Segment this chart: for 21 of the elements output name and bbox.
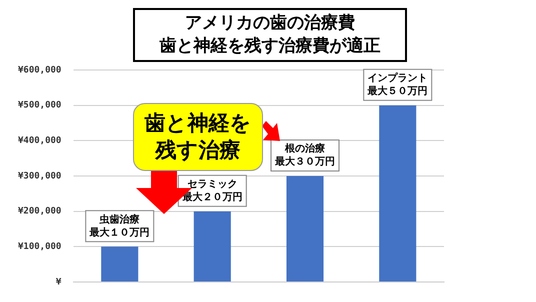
data-label: 最大３０万円: [274, 156, 336, 168]
bar: [379, 105, 416, 282]
x-tick-label: セラミック: [187, 178, 238, 190]
y-tick-label: ¥600,000: [18, 65, 62, 76]
annotation: 歯と神経を残す治療: [133, 103, 263, 171]
y-tick-label: ¥500,000: [18, 100, 62, 111]
chart-subtitle: 歯と神経を残す治療費が適正: [158, 35, 382, 58]
x-tick-label: 根の治療: [284, 142, 326, 155]
x-tick-label: 虫歯治療: [98, 213, 140, 226]
data-label: 最大１０万円: [88, 226, 150, 238]
bar: [194, 211, 231, 282]
y-tick-label: ¥300,000: [18, 171, 62, 182]
y-tick-label: ¥400,000: [18, 136, 62, 146]
bar: [286, 176, 324, 282]
x-tick-label: インプラント: [368, 72, 428, 84]
data-label: 最大５０万円: [366, 84, 428, 97]
bar: [101, 246, 138, 282]
y-tick-label: ¥100,000: [18, 242, 62, 252]
chart-title: アメリカの歯の治療費: [184, 12, 356, 35]
y-tick-label: ¥: [56, 277, 62, 288]
y-tick-label: ¥200,000: [18, 206, 62, 217]
